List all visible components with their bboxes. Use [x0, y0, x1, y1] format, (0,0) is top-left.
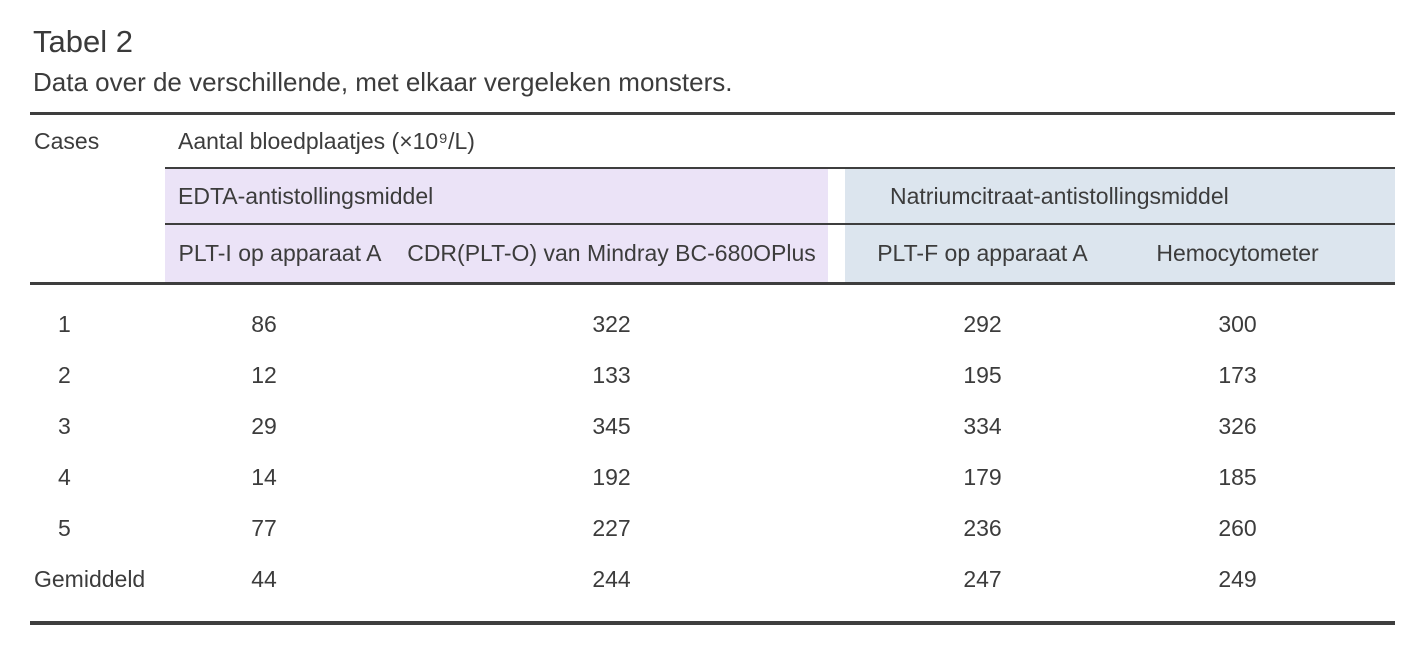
empty-cell	[30, 168, 165, 224]
cell-value: 44	[251, 566, 277, 592]
empty-cell	[30, 224, 165, 285]
edta-group-header: EDTA-antistollingsmiddel	[165, 168, 828, 225]
table-caption: Tabel 2 Data over de verschillende, met …	[33, 24, 1416, 98]
header-row-groups: EDTA-antistollingsmiddel Natriumcitraat-…	[30, 168, 1395, 225]
cell-value: 322	[592, 311, 631, 337]
cell-value: 195	[963, 362, 1002, 388]
platelet-data-table: Cases Aantal bloedplaatjes (×10⁹/L) EDTA…	[30, 112, 1395, 625]
cell-value: 192	[592, 464, 631, 490]
header-row-measure: Cases Aantal bloedplaatjes (×10⁹/L)	[30, 113, 1395, 169]
table-row: 4 14 192 179 185	[30, 452, 1395, 503]
cell-gap	[828, 350, 845, 401]
table-row-average: Gemiddeld 44 244 247 249	[30, 554, 1395, 623]
cell-value: 77	[251, 515, 277, 541]
cell-gap	[828, 284, 845, 351]
cell-gap	[828, 401, 845, 452]
col-header-cdr-plt-o: CDR(PLT-O) van Mindray BC-680OPlus	[395, 224, 828, 285]
cell-value: 29	[251, 413, 277, 439]
cases-header: Cases	[34, 128, 100, 154]
cell-value: 14	[251, 464, 277, 490]
cell-value: 300	[1218, 311, 1257, 337]
table-title: Tabel 2	[33, 24, 133, 59]
cell-value: 86	[251, 311, 277, 337]
cell-case: 2	[58, 362, 71, 388]
cell-value: 260	[1218, 515, 1257, 541]
table-row: 5 77 227 236 260	[30, 503, 1395, 554]
cell-value: 334	[963, 413, 1002, 439]
col-header-hemocytometer: Hemocytometer	[1120, 224, 1395, 285]
table-row: 2 12 133 195 173	[30, 350, 1395, 401]
cell-value: 247	[963, 566, 1002, 592]
cell-case: 1	[58, 311, 71, 337]
cell-gap	[828, 554, 845, 623]
cell-value: 249	[1218, 566, 1257, 592]
band-gap	[828, 224, 845, 285]
cell-value: 179	[963, 464, 1002, 490]
cell-value: 244	[592, 566, 631, 592]
measure-header: Aantal bloedplaatjes (×10⁹/L)	[165, 113, 1395, 169]
table-subtitle: Data over de verschillende, met elkaar v…	[33, 66, 733, 97]
cell-value: 345	[592, 413, 631, 439]
band-gap	[828, 168, 845, 225]
cell-gap	[828, 452, 845, 503]
cell-value: 185	[1218, 464, 1257, 490]
cell-value: 173	[1218, 362, 1257, 388]
cell-value: 236	[963, 515, 1002, 541]
cell-value: 227	[592, 515, 631, 541]
cell-case: 4	[58, 464, 71, 490]
header-row-columns: PLT-I op apparaat A CDR(PLT-O) van Mindr…	[30, 224, 1395, 285]
col-header-plt-i: PLT-I op apparaat A	[165, 224, 395, 285]
cell-value: 326	[1218, 413, 1257, 439]
table-row: 3 29 345 334 326	[30, 401, 1395, 452]
cell-gap	[828, 503, 845, 554]
cell-case: Gemiddeld	[34, 566, 146, 592]
cell-value: 133	[592, 362, 631, 388]
cell-value: 292	[963, 311, 1002, 337]
cell-value: 12	[251, 362, 277, 388]
cell-case: 3	[58, 413, 71, 439]
citrate-group-header: Natriumcitraat-antistollingsmiddel	[845, 168, 1395, 225]
table-row: 1 86 322 292 300	[30, 284, 1395, 351]
col-header-plt-f: PLT-F op apparaat A	[845, 224, 1120, 285]
cell-case: 5	[58, 515, 71, 541]
